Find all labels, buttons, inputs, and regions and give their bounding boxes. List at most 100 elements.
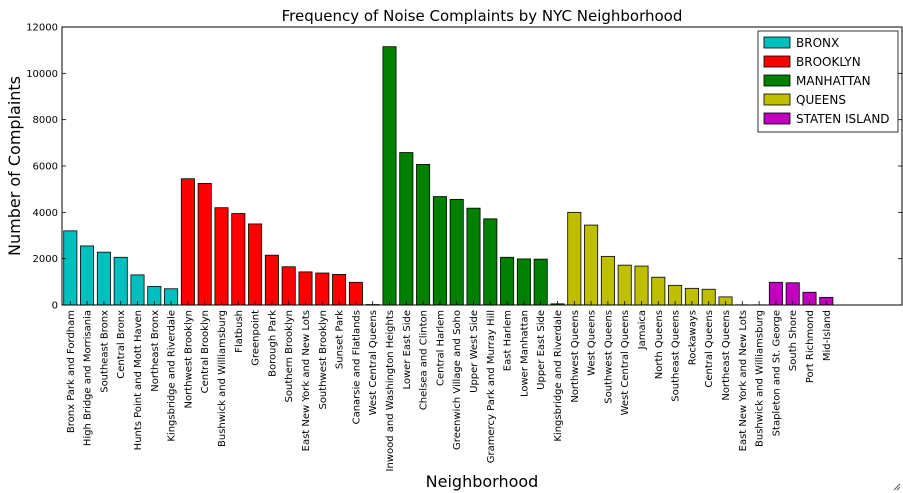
bar-8 bbox=[197, 182, 212, 306]
x-tick-label: North Queens bbox=[654, 310, 665, 379]
x-axis-label: Neighborhood bbox=[426, 472, 539, 491]
x-tick-label: Sunset Park bbox=[335, 310, 346, 369]
x-tick-label: Canarsie and Flatlands bbox=[351, 310, 362, 424]
x-tick-label: South Shore bbox=[788, 310, 799, 371]
x-tick-label: Upper East Side bbox=[536, 310, 547, 390]
x-tick-label: Kingsbridge and Riverdale bbox=[167, 310, 178, 442]
chart-title: Frequency of Noise Complaints by NYC Nei… bbox=[282, 7, 683, 25]
bar-23 bbox=[449, 198, 464, 306]
bar-1 bbox=[80, 245, 95, 306]
x-tick-label: Greenpoint bbox=[251, 310, 262, 366]
x-tick-label: Central Brooklyn bbox=[200, 310, 211, 393]
legend-swatch bbox=[763, 112, 791, 125]
bar-0 bbox=[63, 230, 78, 306]
y-tick-label: 6000 bbox=[33, 162, 58, 173]
bar-9 bbox=[214, 207, 229, 306]
bar-33 bbox=[617, 264, 632, 306]
legend-label: QUEENS bbox=[796, 93, 846, 107]
x-tick-label: Chelsea and Clinton bbox=[419, 310, 430, 410]
y-tick-label: 4000 bbox=[33, 208, 58, 219]
x-ticks-group: Bronx Park and Fordham High Bridge and Mo… bbox=[66, 301, 833, 471]
bar-2 bbox=[96, 251, 111, 306]
y-tick-label: 10000 bbox=[26, 69, 58, 80]
bar-7 bbox=[180, 178, 195, 306]
x-tick-label: Upper West Side bbox=[469, 310, 480, 393]
x-tick-label: Central Queens bbox=[704, 310, 715, 388]
x-tick-label: Borough Park bbox=[267, 310, 278, 377]
x-tick-label: Greenwich Village and Soho bbox=[452, 310, 463, 450]
bar-24 bbox=[466, 207, 481, 306]
y-tick-label: 2000 bbox=[33, 254, 58, 265]
bar-32 bbox=[600, 255, 615, 306]
x-tick-label: East New York and New Lots bbox=[301, 310, 312, 451]
bar-26 bbox=[500, 256, 515, 306]
x-tick-label: High Bridge and Morrisania bbox=[83, 310, 94, 446]
y-tick-label: 12000 bbox=[26, 23, 58, 34]
bars-group bbox=[63, 46, 834, 306]
x-tick-label: West Central Queens bbox=[368, 310, 379, 415]
bar-21 bbox=[416, 163, 431, 306]
x-tick-label: Northeast Queens bbox=[721, 310, 732, 401]
bar-30 bbox=[567, 211, 582, 306]
x-tick-label: Inwood and Washington Heights bbox=[385, 310, 396, 471]
bar-15 bbox=[315, 272, 330, 306]
legend-label: STATEN ISLAND bbox=[796, 112, 890, 126]
bar-19 bbox=[382, 46, 397, 306]
x-tick-label: Port Richmond bbox=[805, 310, 816, 383]
x-tick-label: Bushwick and Williamsburg bbox=[755, 310, 766, 447]
legend-swatch bbox=[763, 36, 791, 49]
y-axis-label: Number of Complaints bbox=[5, 76, 24, 256]
legend: BRONX BROOKLYN MANHATTAN QUEENS STATEN ISLAN… bbox=[757, 30, 899, 133]
x-tick-label: Lower Manhattan bbox=[519, 310, 530, 397]
legend-label: BRONX bbox=[796, 36, 839, 50]
x-tick-label: Bronx Park and Fordham bbox=[66, 310, 77, 433]
bar-16 bbox=[332, 274, 347, 306]
bar-10 bbox=[231, 213, 246, 306]
x-tick-label: West Central Queens bbox=[620, 310, 631, 415]
x-tick-label: Southwest Brooklyn bbox=[318, 310, 329, 410]
bar-3 bbox=[113, 256, 128, 306]
x-tick-label: Southwest Queens bbox=[603, 310, 614, 404]
x-tick-label: Kingsbridge and Riverdale bbox=[553, 310, 564, 442]
x-tick-label: Central Bronx bbox=[116, 310, 127, 379]
y-tick-label: 0 bbox=[52, 301, 58, 312]
bar-4 bbox=[130, 274, 145, 306]
resize-grip-icon[interactable] bbox=[891, 481, 901, 491]
bar-31 bbox=[584, 224, 599, 306]
x-tick-label: Northwest Queens bbox=[570, 310, 581, 403]
x-tick-label: Southeast Bronx bbox=[99, 310, 110, 393]
x-tick-label: Central Harlem bbox=[435, 310, 446, 386]
bar-35 bbox=[651, 276, 666, 306]
bar-28 bbox=[533, 258, 548, 306]
y-ticks-group: 0 2000 4000 6000 8000 10000 12000 bbox=[26, 23, 902, 312]
bar-12 bbox=[264, 254, 279, 306]
x-tick-label: Rockaways bbox=[687, 310, 698, 365]
x-tick-label: East New York and New Lots bbox=[738, 310, 749, 451]
legend-label: BROOKLYN bbox=[796, 55, 861, 69]
legend-label: MANHATTAN bbox=[796, 74, 871, 88]
bar-13 bbox=[281, 266, 296, 306]
bar-20 bbox=[399, 152, 414, 306]
x-tick-label: Flatbush bbox=[234, 310, 245, 353]
x-tick-label: Hunts Point and Mott Haven bbox=[133, 310, 144, 450]
legend-swatch bbox=[763, 74, 791, 87]
y-tick-label: 8000 bbox=[33, 115, 58, 126]
x-tick-label: Jamaica bbox=[637, 310, 648, 350]
x-tick-label: Mid-Island bbox=[822, 310, 833, 361]
x-tick-label: Northeast Bronx bbox=[150, 310, 161, 392]
legend-swatch bbox=[763, 55, 791, 68]
x-tick-label: Southern Brooklyn bbox=[284, 310, 295, 402]
bar-11 bbox=[248, 223, 263, 306]
bar-27 bbox=[516, 258, 531, 306]
bar-22 bbox=[432, 196, 447, 306]
x-tick-label: Bushwick and Williamsburg bbox=[217, 310, 228, 447]
bar-34 bbox=[634, 265, 649, 306]
bar-25 bbox=[483, 218, 498, 306]
x-tick-label: Southeast Queens bbox=[671, 310, 682, 402]
x-tick-label: East Harlem bbox=[503, 310, 514, 371]
x-tick-label: Stapleton and St. George bbox=[771, 310, 782, 436]
legend-swatch bbox=[763, 93, 791, 106]
x-tick-label: Lower East Side bbox=[402, 310, 413, 390]
x-tick-label: West Queens bbox=[587, 310, 598, 376]
